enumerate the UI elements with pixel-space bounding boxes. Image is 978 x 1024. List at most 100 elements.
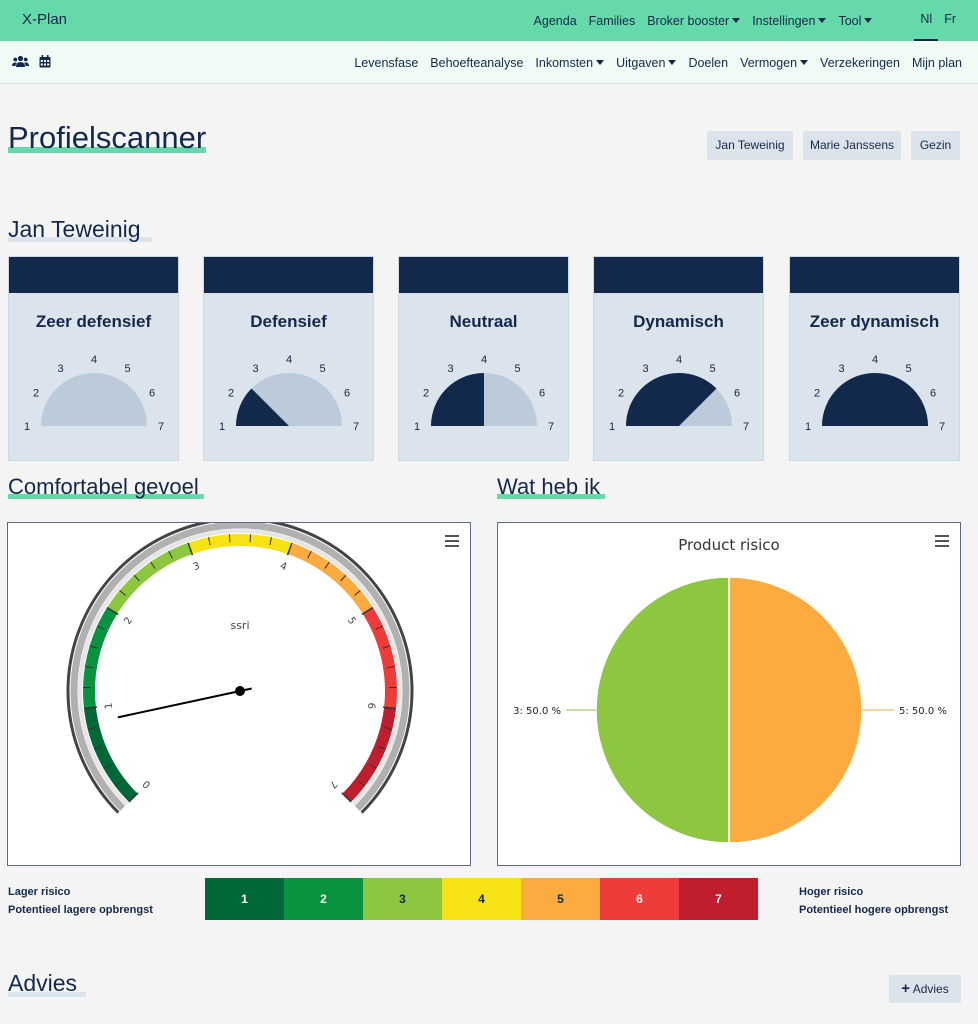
gauge-outer-rim: [66, 517, 414, 814]
gauge-tick: [387, 665, 396, 669]
users-icon[interactable]: [12, 55, 29, 68]
dial-fill: [236, 388, 289, 426]
profile-name: Jan Teweinig: [8, 216, 141, 242]
lang-fr[interactable]: Fr: [944, 12, 956, 26]
gauge-pivot: [235, 686, 245, 696]
card-title: Zeer dynamisch: [809, 312, 940, 331]
subnav-verzekeringen[interactable]: Verzekeringen: [820, 55, 900, 70]
risk-level-segment: 3: [363, 878, 442, 920]
title-underline: [8, 147, 206, 153]
gauge-band-segment: [83, 707, 138, 803]
gauge-tick: [84, 665, 93, 669]
gauge-tick: [307, 550, 312, 559]
gauge-tick: [150, 561, 156, 569]
dial-tick-label: 3: [838, 363, 844, 375]
page-title: Profielscanner: [8, 120, 207, 155]
dial-tick-label: 3: [252, 363, 258, 375]
gauge-tick: [96, 625, 105, 630]
pie-slice[interactable]: [595, 576, 730, 844]
pie-data-label: 3: 50.0 %: [513, 706, 561, 717]
nav-instellingen-dropdown[interactable]: Instellingen: [752, 14, 826, 28]
gauge-tick: [128, 792, 139, 803]
risk-legend-low: Lager risico Potentieel lagere opbrengst: [8, 883, 153, 919]
pie-slice[interactable]: [728, 576, 863, 844]
gauge-tick: [119, 589, 126, 596]
dial-tick-label: 2: [228, 388, 234, 400]
chart-menu-icon[interactable]: [935, 535, 949, 550]
risk-level-segment: 5: [521, 878, 600, 920]
gauge-label: ssri: [230, 619, 249, 632]
gauge-tick: [369, 764, 377, 769]
profile-card[interactable]: Dynamisch 1 2 3 4 5 6 7: [593, 256, 764, 461]
gauge-tick: [133, 574, 140, 582]
subnav-doelen[interactable]: Doelen: [688, 55, 729, 70]
gauge-tick: [361, 606, 374, 616]
comfort-gauge-panel: 0 1 2 3 4 5 6 7 ssri: [7, 517, 471, 866]
card-header: [9, 257, 178, 293]
dial-background: [41, 373, 147, 426]
subnav-mijn-plan[interactable]: Mijn plan: [911, 55, 962, 70]
gauge-tick: [384, 726, 393, 730]
gauge-tick: [106, 606, 119, 616]
risk-dial: 1 2 3 4 5 6 7: [24, 354, 164, 433]
risk-level-segment: 2: [284, 878, 363, 920]
profile-card[interactable]: Neutraal 1 2 3 4 5 6 7: [398, 256, 569, 461]
profile-card[interactable]: Zeer defensief 1 2 3 4 5 6 7: [8, 256, 179, 461]
card-header: [204, 257, 373, 293]
dial-tick-label: 4: [91, 354, 97, 366]
gauge-tick-label: 0: [141, 778, 153, 790]
subnav-vermogen-dropdown[interactable]: Vermogen: [740, 56, 808, 70]
person-button-marie[interactable]: Marie Janssens: [803, 131, 901, 160]
person-button-jan[interactable]: Jan Teweinig: [707, 131, 793, 160]
dial-tick-label: 4: [676, 354, 682, 366]
gauge-tick: [168, 550, 173, 559]
nav-agenda[interactable]: Agenda: [533, 13, 577, 28]
gauge-inner-rim: [78, 529, 402, 806]
card-header: [790, 257, 959, 293]
gauge-band-segment: [188, 534, 292, 555]
gauge-tick-label: 6: [365, 702, 377, 710]
nav-tool-dropdown[interactable]: Tool: [838, 14, 872, 28]
dial-tick-label: 4: [872, 354, 878, 366]
nav-broker-booster-dropdown[interactable]: Broker booster: [647, 14, 740, 28]
card-title: Neutraal: [449, 312, 518, 331]
dial-tick-label: 4: [481, 354, 487, 366]
subnav-inkomsten-dropdown[interactable]: Inkomsten: [535, 56, 604, 70]
risk-level-segment: 7: [679, 878, 758, 920]
add-advice-button[interactable]: + Advies: [889, 975, 961, 1003]
dial-tick-label: 3: [57, 363, 63, 375]
dial-tick-label: 2: [814, 388, 820, 400]
dial-tick-label: 5: [514, 363, 520, 375]
gauge-tick: [228, 534, 231, 543]
profile-card[interactable]: Defensief 1 2 3 4 5 6 7: [203, 256, 374, 461]
lang-nl[interactable]: Nl: [914, 0, 939, 41]
dial-tick-label: 5: [709, 363, 715, 375]
dial-tick-label: 1: [219, 421, 225, 433]
card-header: [594, 257, 763, 293]
top-nav: Agenda Families Broker booster Instellin…: [534, 0, 978, 41]
gauge-tick: [89, 645, 98, 649]
subnav-behoefteanalyse[interactable]: Behoefteanalyse: [430, 55, 524, 70]
gauge-tick: [358, 780, 366, 787]
subnav-uitgaven-dropdown[interactable]: Uitgaven: [616, 56, 676, 70]
profile-card[interactable]: Zeer dynamisch 1 2 3 4 5 6 7: [789, 256, 960, 461]
dial-tick-label: 7: [743, 421, 749, 433]
gauge-tick: [378, 746, 386, 750]
gauge-tick: [87, 726, 96, 730]
risk-dial: 1 2 3 4 5 6 7: [414, 354, 554, 433]
dial-tick-label: 3: [447, 363, 453, 375]
holdings-heading-underline: [497, 494, 605, 499]
dial-tick-label: 2: [618, 388, 624, 400]
app-brand[interactable]: X-Plan: [22, 11, 68, 28]
sub-nav: Levensfase Behoefteanalyse Inkomsten Uit…: [342, 41, 962, 84]
calendar-icon[interactable]: [39, 55, 51, 68]
chart-menu-icon[interactable]: [445, 535, 459, 550]
gauge-bezel: [70, 521, 410, 811]
gauge-band-segment: [342, 707, 397, 803]
low-return-label: Potentieel lagere opbrengst: [8, 904, 153, 916]
subnav-levensfase[interactable]: Levensfase: [354, 55, 419, 70]
gauge-tick: [83, 706, 97, 710]
person-button-gezin[interactable]: Gezin: [911, 131, 960, 160]
nav-families[interactable]: Families: [588, 13, 636, 28]
